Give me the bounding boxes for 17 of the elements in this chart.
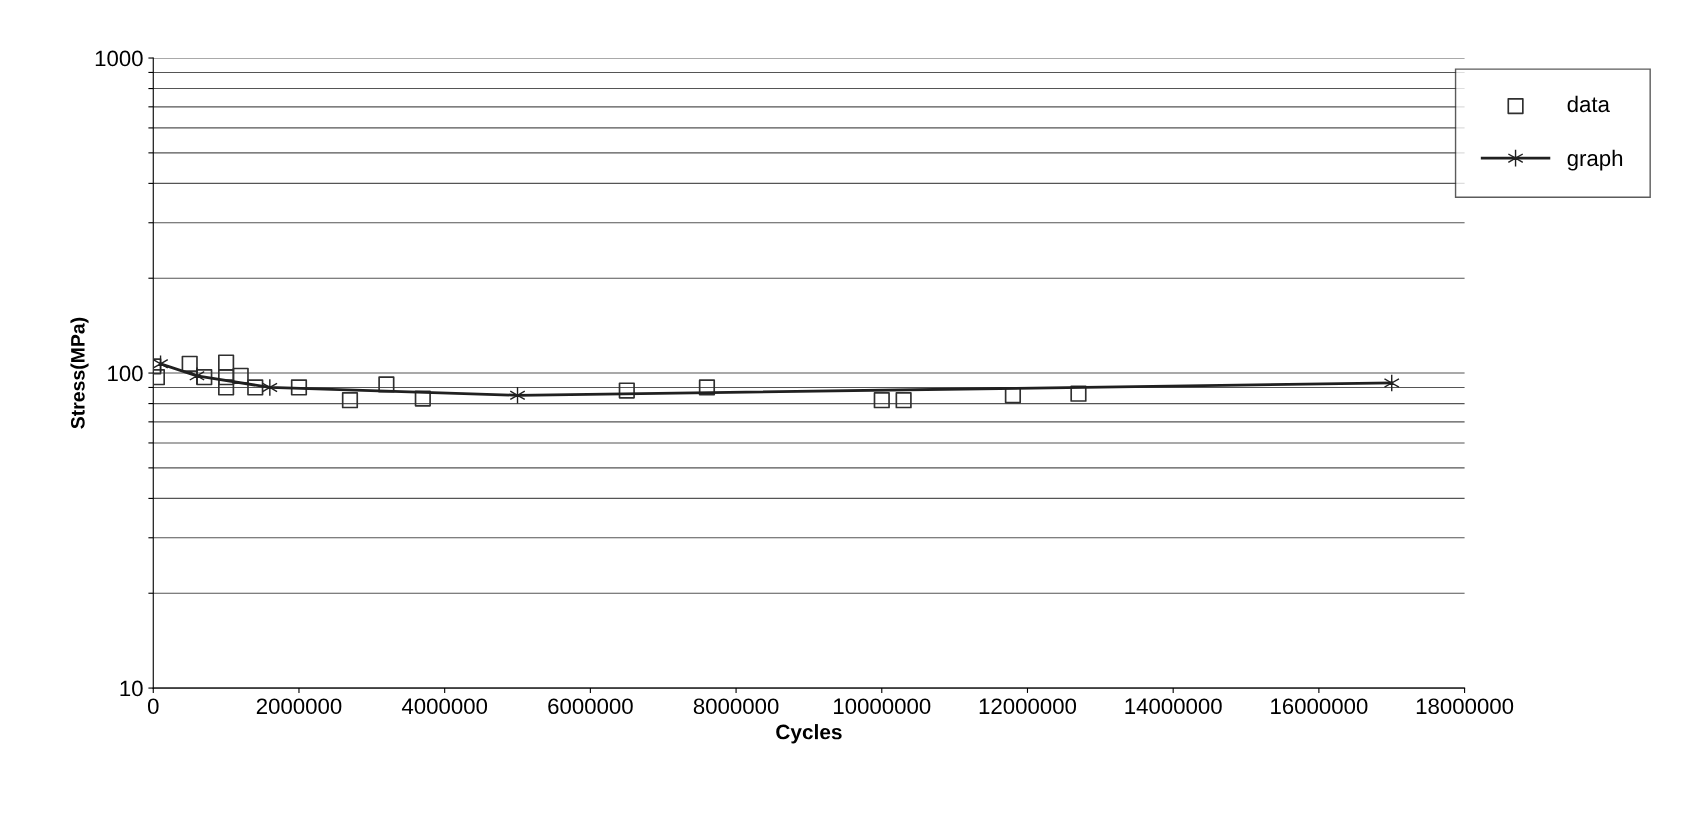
- x-axis-title: Cycles: [776, 724, 842, 744]
- x-tick-label: 4000000: [401, 698, 488, 715]
- x-tick-label: 8000000: [693, 698, 779, 715]
- y-axis-title: Stress(MPa): [70, 317, 89, 429]
- y-tick-label: 100: [108, 365, 143, 382]
- x-tick-label: 10000000: [834, 698, 931, 715]
- y-tick-label: 10: [120, 680, 143, 697]
- x-tick-label: 0: [147, 698, 159, 715]
- legend-label: data: [1567, 95, 1610, 113]
- legend-label: graph: [1567, 149, 1623, 171]
- x-tick-label: 14000000: [1125, 698, 1222, 715]
- x-tick-label: 2000000: [256, 698, 342, 715]
- x-tick-label: 6000000: [548, 698, 633, 715]
- x-tick-label: 18000000: [1416, 698, 1514, 715]
- x-tick-label: 16000000: [1271, 698, 1368, 715]
- x-tick-label: 12000000: [979, 698, 1077, 715]
- y-tick-label: 1000: [95, 50, 143, 67]
